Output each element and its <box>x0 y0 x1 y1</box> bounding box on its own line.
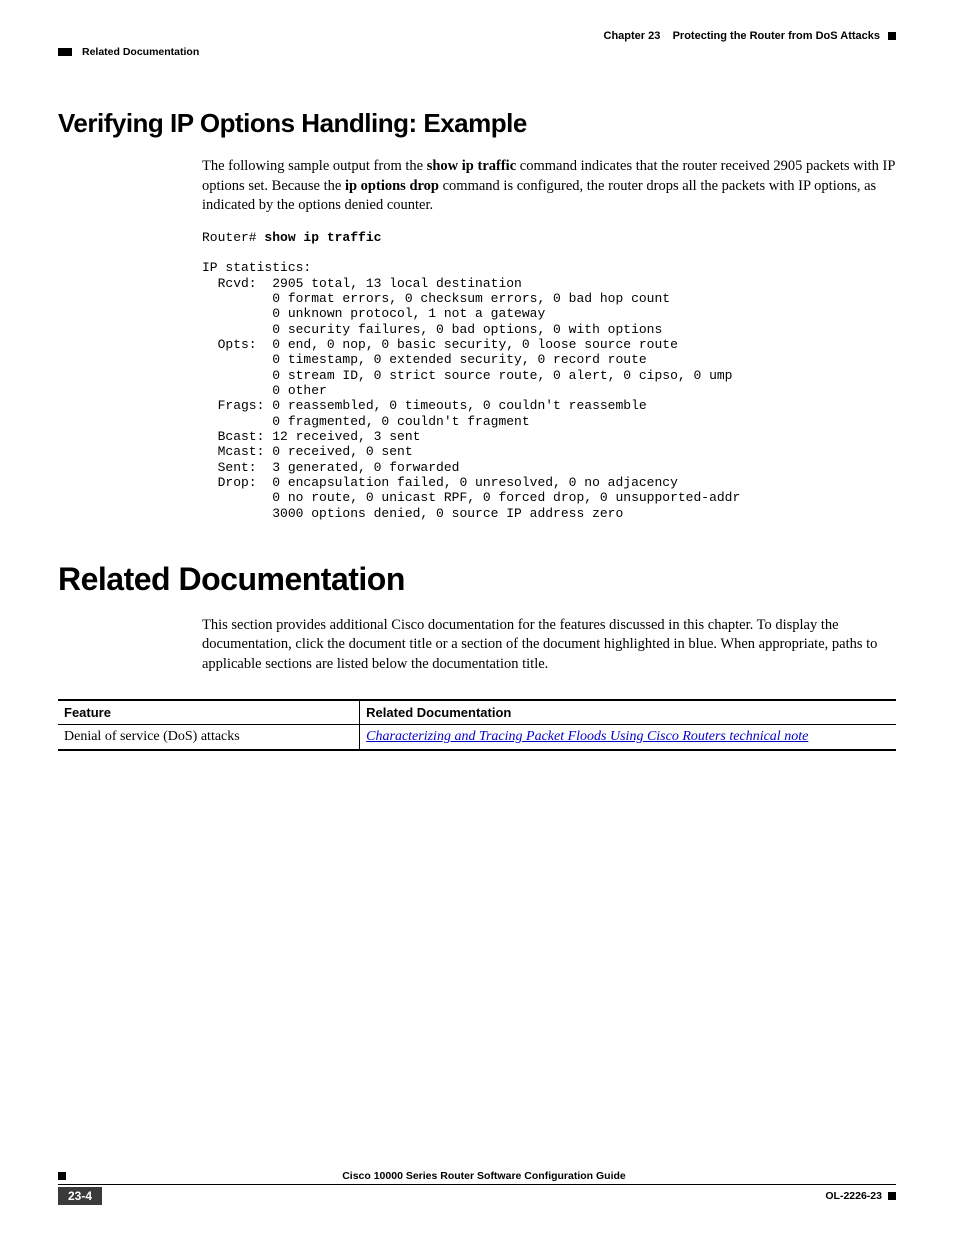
related-intro: This section provides additional Cisco d… <box>58 616 896 675</box>
intro-paragraph: The following sample output from the sho… <box>58 157 896 216</box>
footer-title-row: Cisco 10000 Series Router Software Confi… <box>58 1170 896 1185</box>
table-header-doc: Related Documentation <box>360 700 896 725</box>
footer-tick-icon <box>58 1172 66 1180</box>
table-header-feature: Feature <box>58 700 360 725</box>
doc-id: OL-2226-23 <box>825 1190 882 1202</box>
doc-link[interactable]: Characterizing and Tracing Packet Floods… <box>366 729 808 744</box>
header-tick-icon <box>888 32 896 40</box>
doc-id-row: OL-2226-23 <box>825 1190 896 1202</box>
footer-right-tick-icon <box>888 1192 896 1200</box>
page-footer: Cisco 10000 Series Router Software Confi… <box>58 1170 896 1205</box>
router-prompt: Router# <box>202 230 264 245</box>
header-breadcrumb: Related Documentation <box>82 46 199 58</box>
router-command: show ip traffic <box>264 230 381 245</box>
chapter-title: Protecting the Router from DoS Attacks <box>673 30 880 42</box>
related-doc-table: Feature Related Documentation Denial of … <box>58 699 896 751</box>
intro-text-pre: The following sample output from the <box>202 158 427 174</box>
table-row: Denial of service (DoS) attacks Characte… <box>58 724 896 750</box>
page-number-badge: 23-4 <box>58 1187 102 1205</box>
footer-guide-title: Cisco 10000 Series Router Software Confi… <box>72 1170 896 1182</box>
header-second-row: Related Documentation <box>58 46 896 58</box>
table-cell-doc: Characterizing and Tracing Packet Floods… <box>360 724 896 750</box>
table-cell-feature: Denial of service (DoS) attacks <box>58 724 360 750</box>
header-left-tick-icon <box>58 48 72 56</box>
router-prompt-line: Router# show ip traffic IP statistics: R… <box>58 230 896 521</box>
chapter-label: Chapter 23 <box>604 30 661 42</box>
header-top: Chapter 23 Protecting the Router from Do… <box>58 30 882 42</box>
page-container: Chapter 23 Protecting the Router from Do… <box>0 0 954 1235</box>
section-heading-related: Related Documentation <box>58 561 896 598</box>
footer-bottom-row: 23-4 OL-2226-23 <box>58 1187 896 1205</box>
header-top-row: Chapter 23 Protecting the Router from Do… <box>58 30 896 42</box>
intro-cmd1: show ip traffic <box>427 158 516 174</box>
intro-cmd2: ip options drop <box>345 178 439 194</box>
router-output: IP statistics: Rcvd: 2905 total, 13 loca… <box>202 260 740 520</box>
table-header-row: Feature Related Documentation <box>58 700 896 725</box>
section-heading-verify: Verifying IP Options Handling: Example <box>58 108 896 139</box>
